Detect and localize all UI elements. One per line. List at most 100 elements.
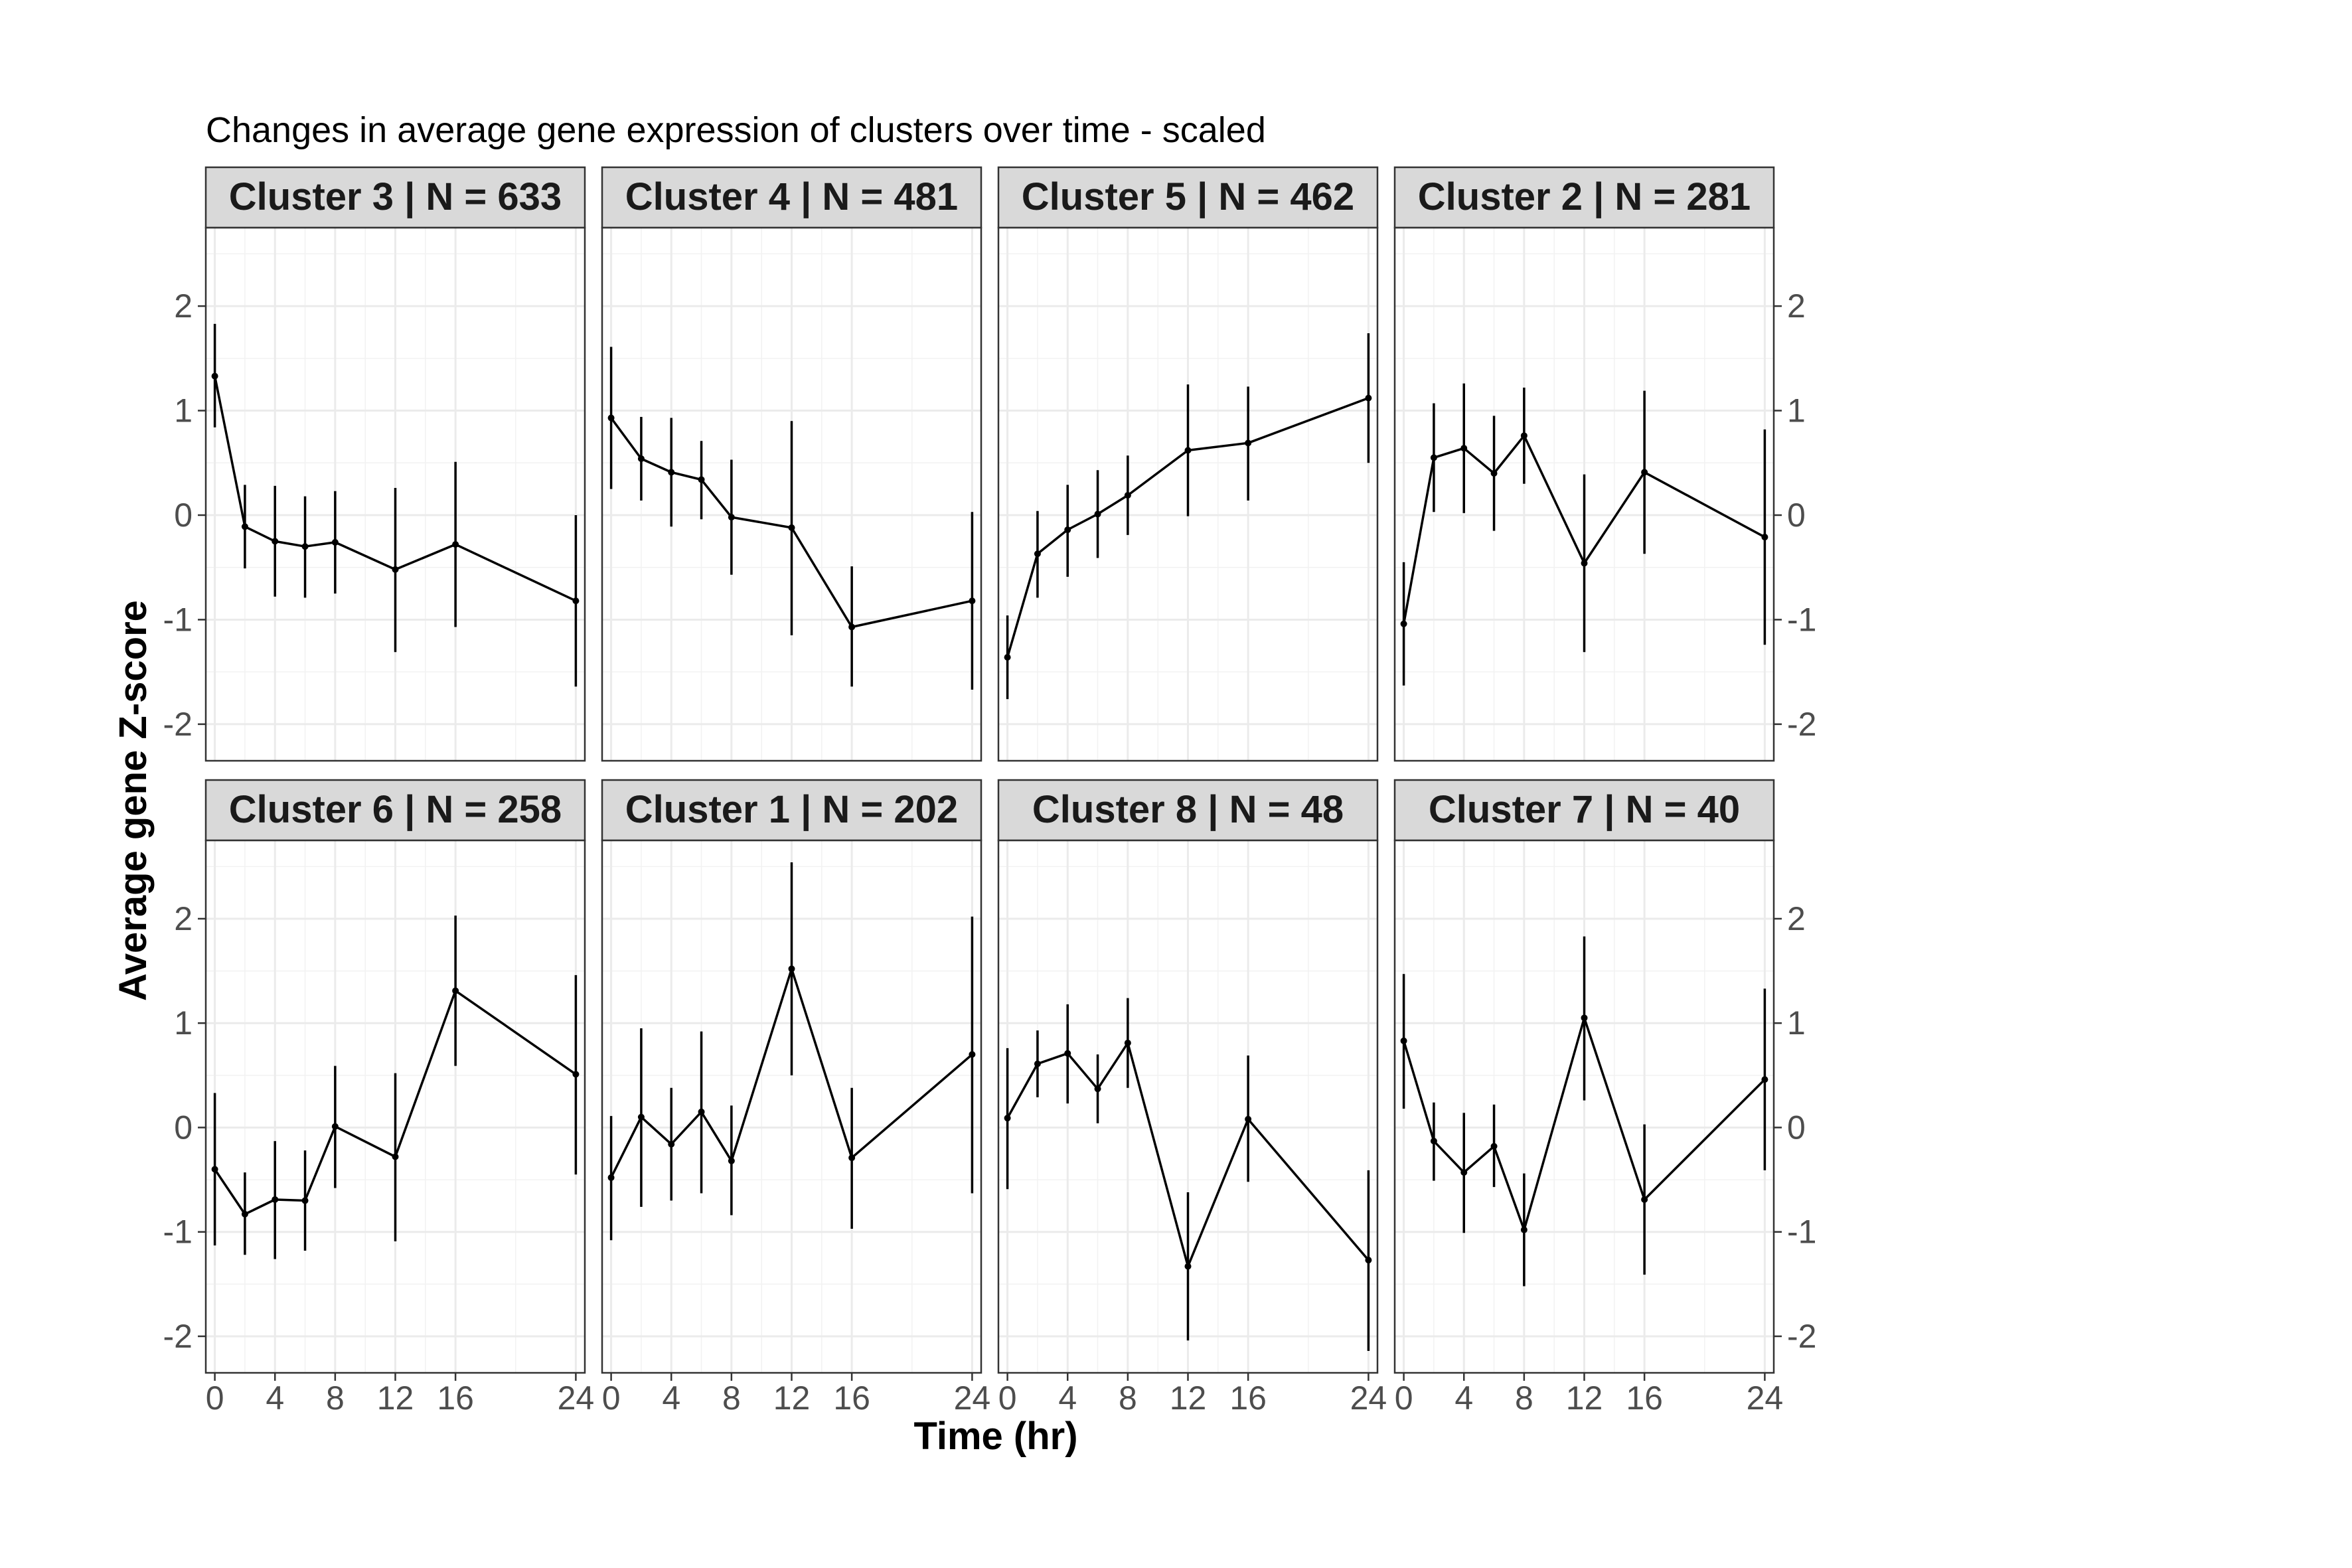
panel-border (204, 226, 586, 762)
x-tick-label: 12 (377, 1379, 414, 1417)
x-tick-label: 16 (1626, 1379, 1663, 1417)
y-tick-label-right: 0 (1787, 1109, 1806, 1146)
x-tick-label: 8 (722, 1379, 741, 1417)
x-tick-label: 0 (998, 1379, 1017, 1417)
data-point (1641, 469, 1648, 476)
data-point (848, 623, 856, 631)
facet-panel-1: Cluster 3 | N = 633 -2 -1 0 1 2 (163, 166, 586, 762)
y-tick-label: 1 (174, 392, 193, 430)
facet-strip-label: Cluster 5 | N = 462 (1022, 175, 1354, 218)
data-point (1245, 1115, 1252, 1123)
facet-strip (997, 166, 1379, 229)
facet-strip-label: Cluster 3 | N = 633 (229, 175, 562, 218)
x-axis-title: Time (hr) (913, 1415, 1077, 1458)
x-tick-label: 4 (1454, 1379, 1473, 1417)
facet-strip-label: Cluster 1 | N = 202 (625, 788, 958, 831)
data-point (272, 1196, 279, 1203)
data-point (1365, 1257, 1372, 1264)
data-point (331, 1123, 339, 1130)
x-tick-label: 4 (662, 1379, 680, 1417)
facet-strip (1393, 166, 1775, 229)
data-point (1490, 1142, 1498, 1150)
facet-strip-label: Cluster 2 | N = 281 (1418, 175, 1751, 218)
y-tick-label: -2 (163, 706, 193, 743)
y-tick-label: 2 (174, 287, 193, 325)
y-tick-label: 0 (174, 497, 193, 534)
facet-strip-label: Cluster 6 | N = 258 (229, 788, 562, 831)
x-tick-label: 12 (773, 1379, 811, 1417)
data-point (1124, 1040, 1131, 1047)
data-point (1641, 1196, 1648, 1203)
data-point (1124, 492, 1131, 499)
data-point (211, 372, 218, 380)
data-point (1520, 1226, 1528, 1233)
data-point (241, 1210, 248, 1217)
data-point (1094, 510, 1101, 518)
series-line (610, 967, 973, 1178)
facet-panel-6: Cluster 1 | N = 202 0 4 8 12 16 24 (601, 779, 991, 1417)
data-point (301, 1197, 309, 1204)
x-tick-label: 24 (1350, 1379, 1387, 1417)
y-tick-label: 1 (174, 1004, 193, 1042)
data-point (1184, 1263, 1192, 1270)
facet-panel-2: Cluster 4 | N = 481 (601, 166, 982, 762)
chart-title: Changes in average gene expression of cl… (206, 110, 1266, 150)
data-point (1400, 620, 1407, 627)
facet-strip-label: Cluster 8 | N = 48 (1032, 788, 1344, 831)
series-line (610, 417, 973, 629)
data-point (1400, 1037, 1407, 1044)
facet-strip (601, 166, 982, 229)
data-point (1460, 1169, 1468, 1176)
data-point (1490, 470, 1498, 477)
facet-strip-label: Cluster 7 | N = 40 (1429, 788, 1740, 831)
series-line (1006, 396, 1370, 658)
data-point (452, 987, 459, 994)
x-tick-label: 12 (1566, 1379, 1603, 1417)
data-point (969, 597, 976, 605)
data-point (668, 1140, 675, 1148)
data-point (1581, 1014, 1588, 1022)
data-point (728, 1157, 735, 1164)
panel-border (1393, 226, 1775, 762)
data-point (607, 414, 615, 422)
x-tick-label: 16 (1229, 1379, 1267, 1417)
data-point (1245, 439, 1252, 447)
data-point (211, 1166, 218, 1173)
x-tick-label: 8 (326, 1379, 345, 1417)
data-point (1761, 1076, 1768, 1083)
series-line (214, 989, 577, 1215)
series-line (1006, 1042, 1370, 1268)
x-tick-label: 24 (558, 1379, 595, 1417)
data-point (241, 523, 248, 530)
data-point (1004, 1115, 1011, 1122)
x-tick-label: 24 (954, 1379, 991, 1417)
x-tick-label: 16 (437, 1379, 474, 1417)
facet-strip (1393, 779, 1775, 842)
data-point (1520, 432, 1528, 439)
data-point (1430, 454, 1437, 461)
x-tick-label: 0 (602, 1379, 621, 1417)
data-point (698, 476, 705, 483)
data-point (1430, 1137, 1437, 1144)
data-point (331, 538, 339, 546)
data-point (452, 541, 459, 548)
y-tick-label-right: 2 (1787, 900, 1806, 937)
x-tick-label: 12 (1170, 1379, 1207, 1417)
y-tick-label-right: -1 (1787, 1214, 1816, 1251)
data-point (1034, 550, 1041, 558)
data-point (969, 1051, 976, 1058)
data-point (788, 965, 795, 973)
panel-border (997, 226, 1379, 762)
data-point (637, 1113, 645, 1121)
y-tick-label-right: 1 (1787, 1004, 1806, 1042)
y-tick-label-right: 2 (1787, 287, 1806, 325)
panel-border (601, 226, 982, 762)
y-tick-label: -1 (163, 601, 193, 638)
y-axis-title: Average gene Z-score (112, 600, 155, 1001)
y-tick-label-right: -2 (1787, 1318, 1816, 1355)
data-point (637, 455, 645, 462)
